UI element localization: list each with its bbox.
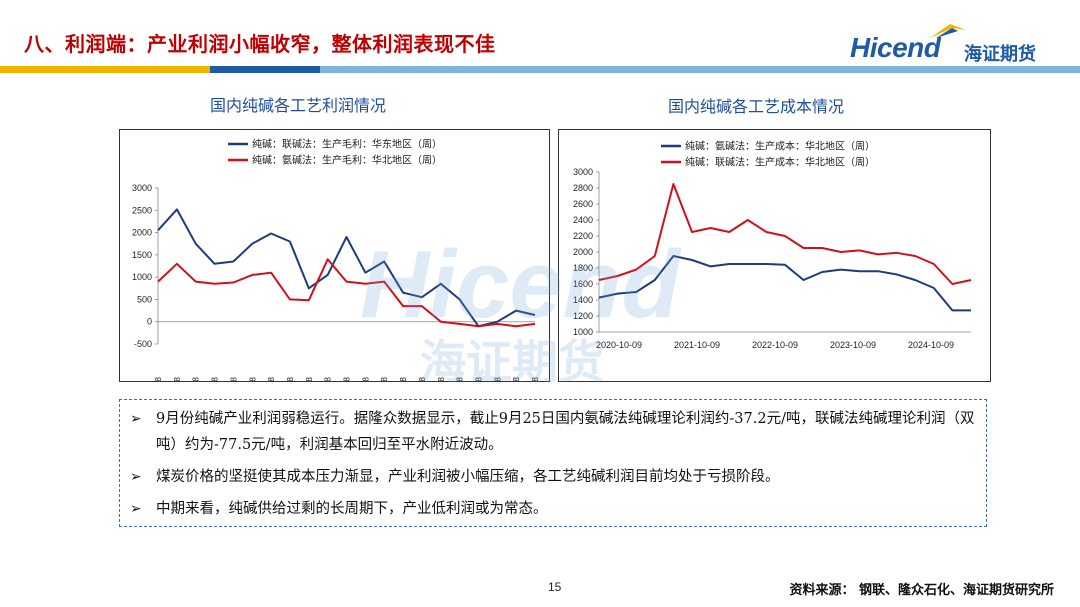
- y-tick-label: -500: [134, 339, 152, 349]
- y-tick-label: 2000: [132, 228, 152, 238]
- x-tick-label: 2024-06-08: [398, 377, 408, 381]
- y-tick-label: 1200: [573, 311, 593, 321]
- bullet-item: ➢ 煤炭价格的坚挺使其成本压力渐显，产业利润被小幅压缩，各工艺纯碱利润目前均处于…: [130, 464, 976, 490]
- y-tick-label: 2600: [573, 199, 593, 209]
- logo-text-en: Hicend: [850, 32, 941, 63]
- page-title: 八、利润端：产业利润小幅收窄，整体利润表现不佳: [24, 32, 496, 56]
- x-tick-label: 2020-10-09: [596, 340, 642, 350]
- x-tick-label: 2024-08-08: [417, 377, 427, 381]
- x-tick-label: 2024-10-09: [908, 340, 954, 350]
- x-tick-label: 2024-02-08: [360, 377, 370, 381]
- y-tick-label: 1000: [132, 272, 152, 282]
- chart-title-profit: 国内纯碱各工艺利润情况: [210, 96, 387, 115]
- x-tick-label: 2023-02-08: [247, 377, 257, 381]
- x-tick-label: 2025-02-08: [473, 377, 483, 381]
- y-tick-label: 2500: [132, 205, 152, 215]
- y-tick-label: 1500: [132, 250, 152, 260]
- series-line-1: [598, 183, 972, 285]
- x-tick-label: 2025-08-08: [530, 377, 540, 381]
- y-tick-label: 1400: [573, 295, 593, 305]
- x-tick-label: 2023-04-08: [266, 377, 276, 381]
- series-line-1: [157, 258, 536, 328]
- bullet-item: ➢ 中期来看，纯碱供给过剩的长周期下，产业低利润或为常态。: [130, 496, 976, 522]
- bullet-text: 中期来看，纯碱供给过剩的长周期下，产业低利润或为常态。: [156, 501, 548, 517]
- x-tick-label: 2023-10-09: [830, 340, 876, 350]
- x-tick-label: 2023-10-08: [323, 377, 333, 381]
- logo-text-cn: 海证期货: [964, 44, 1036, 65]
- y-tick-label: 1000: [573, 327, 593, 337]
- y-tick-label: 500: [137, 294, 152, 304]
- x-tick-label: 2023-08-08: [304, 377, 314, 381]
- page-number: 15: [548, 580, 562, 594]
- logo-swoosh-icon: [930, 24, 966, 38]
- header-divider: [0, 66, 1080, 73]
- x-tick-label: 2022-08-08: [191, 377, 201, 381]
- bullet-item: ➢ 9月份纯碱产业利润弱稳运行。据隆众数据显示，截止9月25日国内氨碱法纯碱理论…: [130, 406, 976, 458]
- x-tick-label: 2024-10-08: [436, 377, 446, 381]
- arrow-bullet-icon: ➢: [130, 501, 142, 517]
- y-tick-label: 1600: [573, 279, 593, 289]
- series-line-0: [157, 208, 536, 328]
- bullet-text: 9月份纯碱产业利润弱稳运行。据隆众数据显示，截止9月25日国内氨碱法纯碱理论利润…: [156, 411, 975, 453]
- x-tick-label: 2024-04-08: [379, 377, 389, 381]
- legend-label: 纯碱：联碱法：生产毛利：华东地区（周）: [252, 138, 442, 151]
- company-logo: Hicend 海证期货: [850, 24, 1060, 65]
- bullet-text: 煤炭价格的坚挺使其成本压力渐显，产业利润被小幅压缩，各工艺纯碱利润目前均处于亏损…: [156, 469, 780, 485]
- cost-chart: 1000 1200 1400 1600 1800 2000 2200 2400 2600 2800…: [573, 140, 972, 350]
- x-tick-label: 2025-04-08: [492, 377, 502, 381]
- y-tick-label: 2800: [573, 183, 593, 193]
- y-tick-label: 0: [147, 317, 152, 327]
- source-note: 资料来源： 钢联、隆众石化、海证期货研究所: [789, 583, 1054, 598]
- y-tick-label: 2000: [573, 247, 593, 257]
- chart-title-cost: 国内纯碱各工艺成本情况: [668, 97, 845, 116]
- x-tick-label: 2024-12-08: [455, 377, 465, 381]
- series-line-0: [598, 255, 971, 312]
- profit-chart: -500 0 500 1000 1500 2000 2500 3000 2022-04-08 20…: [132, 138, 540, 421]
- x-tick-label: 2022-10-09: [752, 340, 798, 350]
- cost-chart-frame: 1000 1200 1400 1600 1800 2000 2200 2400 2600 2800…: [558, 129, 991, 382]
- y-tick-label: 3000: [132, 183, 152, 193]
- x-tick-label: 2022-12-08: [228, 377, 238, 381]
- legend-label: 纯碱：联碱法：生产成本：华北地区（周）: [685, 156, 875, 169]
- y-tick-label: 3000: [573, 167, 593, 177]
- legend-label: 纯碱：氨碱法：生产成本：华北地区（周）: [685, 140, 875, 153]
- x-tick-label: 2022-10-08: [210, 377, 220, 381]
- profit-chart-frame: -500 0 500 1000 1500 2000 2500 3000 2022-04-08 20…: [119, 129, 550, 421]
- legend-label: 纯碱：氨碱法：生产毛利：华北地区（周）: [252, 154, 442, 167]
- x-tick-label: 2023-12-08: [342, 377, 352, 381]
- x-tick-label: 2021-10-09: [674, 340, 720, 350]
- x-tick-label: 2022-06-08: [172, 377, 182, 381]
- x-tick-label: 2022-04-08: [153, 377, 163, 381]
- y-tick-label: 2200: [573, 231, 593, 241]
- x-tick-label: 2025-06-08: [511, 377, 521, 381]
- y-tick-label: 2400: [573, 215, 593, 225]
- arrow-bullet-icon: ➢: [130, 411, 142, 427]
- y-tick-label: 1800: [573, 263, 593, 273]
- arrow-bullet-icon: ➢: [130, 469, 142, 485]
- x-tick-label: 2023-06-08: [285, 377, 295, 381]
- analysis-bullets: ➢ 9月份纯碱产业利润弱稳运行。据隆众数据显示，截止9月25日国内氨碱法纯碱理论…: [119, 399, 987, 527]
